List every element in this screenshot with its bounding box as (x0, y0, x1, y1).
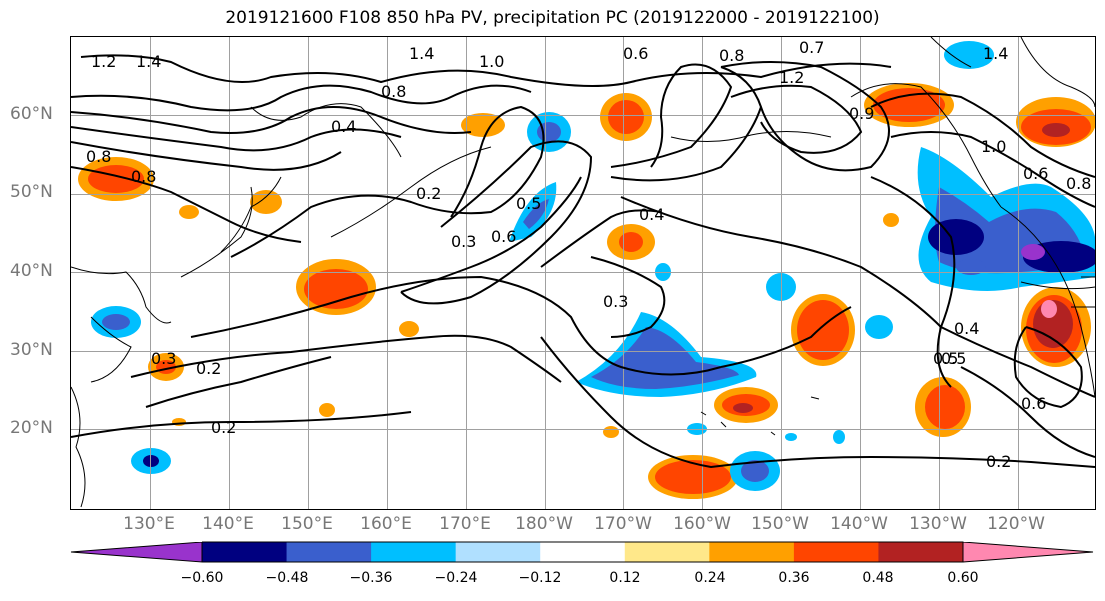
colorbar-tick-label: 0.12 (609, 570, 641, 586)
colorbar-segment (878, 542, 964, 562)
graticule (71, 37, 1095, 509)
colorbar-tick-label: −0.60 (180, 570, 224, 586)
colorbar-segment (709, 542, 795, 562)
lat-label-60n: 60°N (10, 104, 53, 124)
map-svg: 1.2 1.4 1.4 1.0 0.6 0.8 0.7 1.2 0.4 0.8 … (71, 37, 1095, 509)
lon-label: 180°W (515, 514, 573, 534)
lon-label: 140°W (830, 514, 888, 534)
contours (71, 54, 1095, 469)
contour-label-group: 1.2 1.4 1.4 1.0 0.6 0.8 0.7 1.2 0.4 0.8 … (86, 38, 1091, 471)
colorbar-tick-label: −0.48 (265, 570, 309, 586)
contour-label: 0.9 (849, 104, 874, 123)
contour-label: 0.8 (86, 147, 111, 166)
contour-label: 0.8 (1066, 174, 1091, 193)
contour-label: 0.6 (1023, 164, 1048, 183)
colorbar-tick-label: 0.48 (862, 570, 894, 586)
contour-label: 0.6 (1021, 394, 1046, 413)
colorbar-segment (963, 542, 1093, 562)
colorbar-tick-label: 0.24 (694, 570, 726, 586)
contour-label: 0.2 (986, 452, 1011, 471)
lat-label-20n: 20°N (10, 418, 53, 438)
colorbar-tick-label: −0.24 (434, 570, 478, 586)
lon-label: 130°W (909, 514, 967, 534)
colorbar-segment (455, 542, 541, 562)
contour-label: 1.4 (409, 44, 434, 63)
colorbar-tick-label: −0.36 (349, 570, 393, 586)
colorbar-segment (71, 542, 202, 562)
contour-label: 0.8 (719, 46, 744, 65)
colorbar-segment (371, 542, 457, 562)
lon-label: 140°E (202, 514, 254, 534)
lon-label: 160°W (673, 514, 731, 534)
contour-label: 1.0 (479, 52, 504, 71)
contour-label: 1.4 (136, 52, 161, 71)
colorbar-segment (540, 542, 626, 562)
contour-label: 1.2 (779, 68, 804, 87)
lon-label: 120°W (987, 514, 1045, 534)
contour-label: 0.4 (639, 205, 664, 224)
colorbar-segment (793, 542, 879, 562)
contour-label: 0.4 (954, 319, 979, 338)
contour-label: 0.8 (381, 82, 406, 101)
lon-label: 170°E (439, 514, 491, 534)
contour-label: 0.5 (933, 349, 958, 368)
lat-label-40n: 40°N (10, 261, 53, 281)
lat-label-50n: 50°N (10, 182, 53, 202)
contour-label: 0.4 (331, 117, 356, 136)
contour-label: 0.3 (451, 232, 476, 251)
colorbar-segments (71, 542, 1093, 562)
colorbar (70, 541, 1094, 563)
coastlines (71, 37, 1095, 508)
colorbar-tick-label: 0.36 (778, 570, 810, 586)
map-panel: 1.2 1.4 1.4 1.0 0.6 0.8 0.7 1.2 0.4 0.8 … (70, 36, 1096, 510)
lon-label: 150°E (281, 514, 333, 534)
colorbar-outline (70, 541, 1094, 563)
lon-label: 160°E (360, 514, 412, 534)
contour-label: 0.2 (416, 184, 441, 203)
contour-label: 1.4 (983, 44, 1008, 63)
colorbar-segment (202, 542, 288, 562)
contour-label: 0.7 (799, 38, 824, 57)
colorbar-tick-label: 0.60 (947, 570, 979, 586)
contour-label: 0.2 (211, 418, 236, 437)
colorbar-segment (624, 542, 710, 562)
lon-label: 170°W (594, 514, 652, 534)
contour-label: 0.6 (491, 227, 516, 246)
contour-label: 1.2 (91, 52, 116, 71)
lon-label: 150°W (751, 514, 809, 534)
contour-label: 0.2 (196, 359, 221, 378)
lon-label: 130°E (123, 514, 175, 534)
lat-label-30n: 30°N (10, 340, 53, 360)
contour-label: 0.8 (131, 167, 156, 186)
contour-label: 1.0 (981, 137, 1006, 156)
colorbar-tick-label: −0.12 (518, 570, 562, 586)
contour-label: 0.6 (623, 44, 648, 63)
contour-label: 0.5 (941, 349, 966, 368)
map-title: 2019121600 F108 850 hPa PV, precipitatio… (225, 8, 880, 28)
contour-label: 0.3 (603, 292, 628, 311)
contour-label: 0.3 (151, 349, 176, 368)
colorbar-segment (286, 542, 372, 562)
contour-label: 0.5 (516, 194, 541, 213)
